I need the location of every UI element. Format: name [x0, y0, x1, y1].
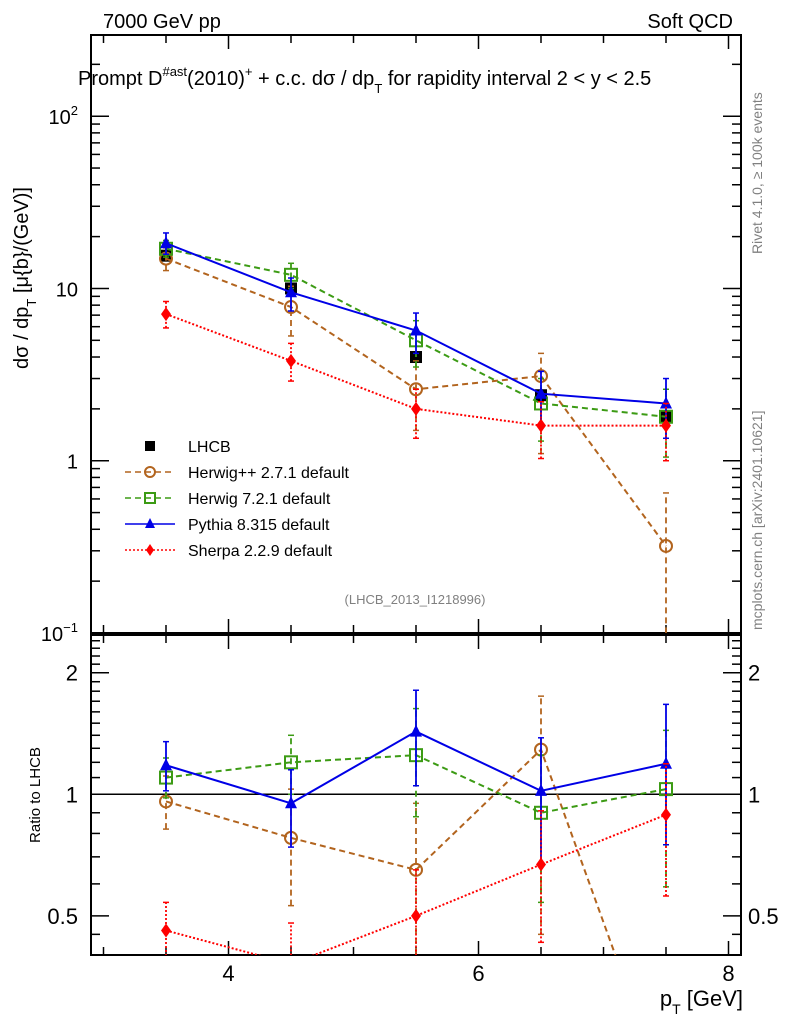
y-tick-label-ratio-left: 2 [66, 661, 78, 686]
legend-item: Sherpa 2.2.9 default [125, 543, 333, 560]
legend-label: Sherpa 2.2.9 default [188, 543, 333, 560]
marker-triangle [660, 756, 672, 769]
marker-square-open [144, 492, 156, 504]
y-tick-label-ratio-right: 1 [748, 782, 760, 807]
legend-label: Herwig 7.2.1 default [188, 491, 331, 508]
series-pythia-8-315-default [160, 689, 672, 866]
x-tick-label: 6 [472, 961, 484, 986]
title-rest1: + c.c. dσ / dp [252, 68, 374, 90]
marker-diamond [286, 353, 296, 368]
series-sherpa-2-2-9-default [161, 763, 671, 971]
legend-label: LHCB [188, 439, 231, 456]
marker-circle-open [409, 382, 423, 397]
marker-circle-open [659, 538, 673, 553]
x-tick-label: 8 [722, 961, 734, 986]
y-tick-label-main: 102 [49, 103, 78, 129]
x-axis-label: pT [GeV] [660, 986, 743, 1017]
marker-diamond [536, 418, 546, 433]
marker-diamond [661, 418, 671, 433]
marker-triangle [535, 386, 547, 399]
title-mid: (2010) [187, 68, 245, 90]
ratio-series-group [159, 689, 673, 971]
main-series-group [159, 232, 673, 633]
series-line [165, 313, 666, 427]
legend-label: Herwig++ 2.7.1 default [188, 465, 350, 482]
title-rest2: for rapidity interval 2 < y < 2.5 [382, 68, 651, 90]
marker-diamond [661, 807, 671, 822]
title-sup2: + [245, 64, 253, 79]
title-sup1: #ast [162, 64, 187, 79]
title-sub: T [374, 81, 382, 96]
legend-item: Herwig++ 2.7.1 default [125, 465, 350, 482]
marker-diamond [411, 401, 421, 416]
marker-circle-open [144, 466, 156, 478]
y-tick-label-main: 10−1 [41, 620, 78, 646]
marker-diamond [161, 307, 171, 322]
analysis-watermark: (LHCB_2013_I1218996) [345, 592, 486, 607]
series-sherpa-2-2-9-default [161, 300, 671, 462]
series-line [165, 247, 667, 418]
marker-triangle [410, 724, 422, 737]
header-right: Soft QCD [647, 11, 733, 33]
marker-diamond [146, 544, 154, 556]
marker-diamond [536, 857, 546, 872]
marker-triangle [660, 396, 672, 409]
marker-triangle [285, 796, 297, 809]
legend-item: LHCB [145, 439, 231, 456]
y-axis-label-main: dσ / dpT [μ{b}/(GeV)] [11, 187, 39, 369]
y-tick-label-ratio-right: 2 [748, 661, 760, 686]
marker-triangle [160, 758, 172, 771]
rivet-version-label: Rivet 4.1.0, ≥ 100k events [749, 92, 765, 254]
legend-item: Herwig 7.2.1 default [125, 491, 331, 508]
y-tick-label-ratio-left: 1 [66, 782, 78, 807]
y-tick-label-ratio-left: 0.5 [47, 904, 78, 929]
y-axis-label-ratio: Ratio to LHCB [27, 747, 44, 843]
marker-triangle [285, 285, 297, 298]
marker-triangle [160, 236, 172, 249]
header-left: 7000 GeV pp [103, 11, 221, 33]
marker-diamond [411, 908, 421, 923]
series-line [165, 747, 617, 955]
marker-triangle [410, 323, 422, 336]
x-tick-label: 4 [222, 961, 234, 986]
marker-triangle [535, 783, 547, 796]
marker-square-open [284, 755, 298, 770]
marker-diamond [286, 957, 296, 971]
marker-diamond [161, 923, 171, 938]
y-tick-label-ratio-right: 0.5 [748, 904, 779, 929]
legend-label: Pythia 8.315 default [188, 517, 330, 534]
marker-triangle [145, 518, 155, 528]
mcplots-label: mcplots.cern.ch [arXiv:2401.10621] [749, 411, 765, 630]
y-tick-label-main: 10 [56, 279, 78, 301]
plot-title: Prompt D#ast(2010)+ + c.c. dσ / dpT for … [78, 64, 651, 96]
marker-circle-open [409, 862, 423, 877]
marker-square [145, 441, 155, 451]
legend-item: Pythia 8.315 default [125, 517, 330, 534]
y-tick-label-main: 1 [67, 452, 78, 474]
title-prefix: Prompt D [78, 68, 162, 90]
